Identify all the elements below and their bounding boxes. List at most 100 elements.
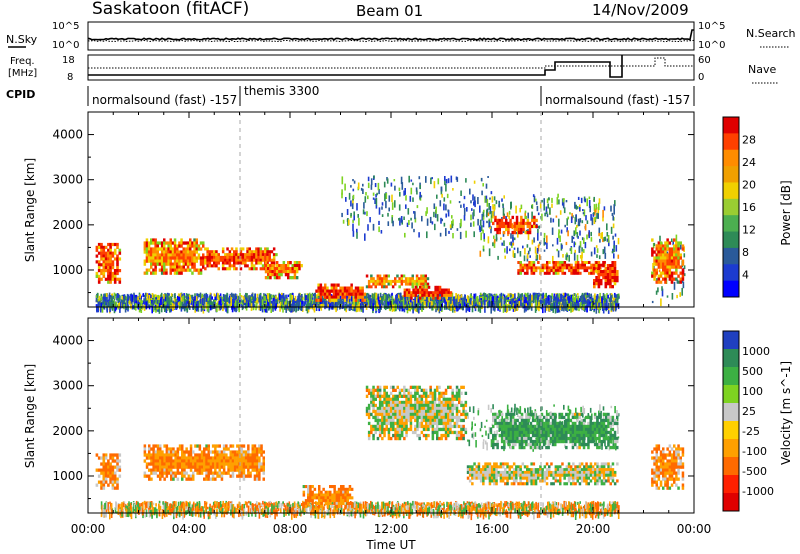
data-cell (465, 230, 467, 238)
data-cell (399, 298, 402, 303)
data-cell (388, 294, 391, 297)
data-cell (443, 222, 446, 227)
data-cell (162, 298, 165, 304)
data-cell (272, 253, 276, 257)
data-cell (129, 298, 131, 301)
data-cell (378, 296, 380, 305)
data-cell (498, 297, 500, 303)
data-cell (274, 305, 277, 311)
data-cell (438, 298, 441, 302)
data-cell (403, 288, 407, 292)
data-cell (616, 276, 619, 280)
data-cell (389, 296, 391, 299)
data-cell (480, 177, 483, 182)
data-cell (452, 219, 454, 226)
cpid-label-themis: themis 3300 (244, 84, 319, 98)
data-cell (613, 304, 616, 311)
data-cell (272, 264, 276, 268)
station-title: Saskatoon (fitACF) (92, 0, 249, 19)
data-cell (579, 241, 582, 248)
data-cell (597, 261, 601, 265)
data-cell (411, 274, 414, 278)
data-cell (169, 259, 172, 263)
data-cell (677, 247, 680, 251)
data-cell (384, 193, 386, 202)
data-cell (424, 279, 427, 283)
data-cell (614, 233, 617, 237)
data-cell (573, 230, 575, 237)
data-cell (335, 289, 338, 293)
data-cell (522, 302, 524, 307)
data-cell (425, 176, 427, 183)
data-cell (110, 301, 112, 309)
data-cell (426, 207, 428, 214)
data-cell (609, 276, 612, 280)
data-cell (176, 253, 179, 257)
data-cell (151, 293, 154, 298)
data-cell (515, 231, 518, 235)
data-cell (239, 258, 243, 262)
data-cell (214, 303, 216, 309)
data-cell (518, 304, 521, 308)
data-cell (436, 214, 439, 222)
data-cell (107, 269, 110, 273)
data-cell (374, 198, 376, 204)
data-cell (659, 280, 663, 284)
data-cell (154, 250, 157, 254)
data-cell (456, 228, 459, 231)
data-cell (447, 293, 450, 297)
data-cell (519, 261, 522, 264)
data-cell (350, 296, 353, 302)
data-cell (534, 295, 536, 303)
data-cell (396, 274, 399, 278)
data-cell (279, 304, 281, 312)
data-cell (169, 256, 172, 260)
data-cell (241, 261, 245, 265)
data-cell (681, 287, 683, 296)
data-cell (331, 301, 334, 310)
data-cell (272, 255, 276, 259)
data-cell (554, 266, 558, 270)
data-cell (532, 194, 535, 197)
data-cell (668, 274, 672, 278)
data-cell (246, 255, 249, 259)
data-cell (295, 270, 299, 274)
data-cell (169, 238, 172, 242)
data-cell (366, 298, 368, 303)
data-cell (662, 253, 665, 257)
data-cell (289, 267, 292, 271)
freq-tick-top: 18 (62, 55, 75, 66)
data-cell (202, 259, 205, 263)
data-cell (474, 298, 477, 301)
data-cell (275, 273, 279, 277)
data-cell (215, 250, 218, 254)
data-cell (594, 293, 596, 300)
colorbar-tick-label: 24 (742, 156, 756, 169)
data-cell (515, 218, 519, 223)
data-cell (578, 298, 581, 302)
data-cell (173, 250, 177, 254)
data-cell (561, 269, 564, 273)
data-cell (609, 279, 612, 283)
data-cell (408, 288, 411, 292)
data-cell (569, 299, 572, 307)
data-cell (328, 298, 331, 302)
data-cell (581, 220, 584, 224)
data-cell (517, 247, 519, 254)
data-cell (597, 276, 601, 280)
data-cell (113, 248, 117, 252)
data-cell (670, 280, 674, 284)
nave-tick-bottom: 0 (698, 72, 704, 83)
data-cell (202, 304, 205, 307)
data-cell (322, 293, 324, 299)
data-cell (321, 296, 324, 301)
data-cell (203, 297, 206, 304)
data-cell (154, 244, 157, 248)
data-cell (414, 285, 418, 289)
data-cell (180, 244, 183, 248)
data-cell (266, 261, 269, 265)
data-cell (169, 268, 172, 272)
data-cell (570, 216, 573, 223)
data-cell (189, 244, 192, 248)
colorbar-tick-label: 16 (742, 201, 756, 214)
